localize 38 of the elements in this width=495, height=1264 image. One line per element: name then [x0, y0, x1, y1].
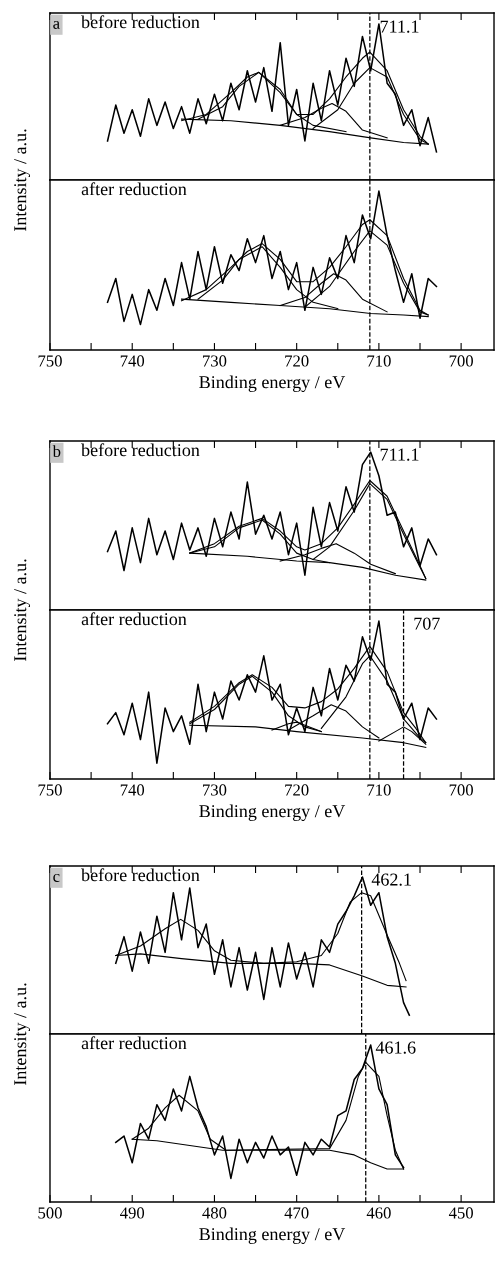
- chart-title: after reduction: [81, 182, 187, 196]
- annotation: c: [53, 873, 60, 882]
- y-axis-title: Intensity / a.u.: [14, 983, 31, 1085]
- ref-line-label: 462.1: [371, 873, 411, 886]
- ref-line-label: 711.1: [380, 448, 419, 461]
- x-axis-title: Binding energy / eV: [199, 1227, 346, 1244]
- x-tick-label: 740: [120, 784, 145, 796]
- x-tick-label: 700: [449, 784, 473, 796]
- x-tick-label: 720: [285, 784, 309, 796]
- chart-title: after reduction: [81, 612, 187, 626]
- chart-title: before reduction: [81, 15, 200, 29]
- x-tick-label: 730: [203, 355, 227, 367]
- annotation: a: [53, 20, 60, 29]
- ref-line-label: 461.6: [375, 1041, 416, 1054]
- x-tick-label: 750: [38, 355, 62, 367]
- y-axis-title: Intensity / a.u.: [14, 559, 31, 661]
- x-tick-label: 490: [120, 1207, 145, 1219]
- x-tick-label: 720: [285, 355, 309, 367]
- x-tick-label: 710: [367, 784, 391, 796]
- y-axis-title: Intensity / a.u.: [14, 129, 31, 231]
- x-tick-label: 750: [38, 784, 62, 796]
- ref-line-label: 707: [414, 617, 440, 630]
- x-axis-title: Binding energy / eV: [199, 804, 346, 821]
- x-tick-label: 710: [367, 355, 391, 367]
- x-tick-label: 700: [449, 355, 473, 367]
- chart-title: before reduction: [81, 868, 200, 882]
- x-tick-label: 480: [202, 1207, 227, 1219]
- x-tick-label: 740: [120, 355, 145, 367]
- x-tick-label: 470: [284, 1207, 309, 1219]
- x-tick-label: 730: [203, 784, 227, 796]
- x-tick-label: 460: [366, 1207, 391, 1219]
- annotation: b: [52, 445, 61, 457]
- x-axis-title: Binding energy / eV: [199, 375, 346, 392]
- x-tick-label: 500: [38, 1207, 62, 1219]
- chart-title: before reduction: [81, 443, 200, 457]
- chart-title: after reduction: [81, 1036, 187, 1050]
- x-tick-label: 450: [448, 1207, 473, 1219]
- ref-line-label: 711.1: [380, 20, 419, 33]
